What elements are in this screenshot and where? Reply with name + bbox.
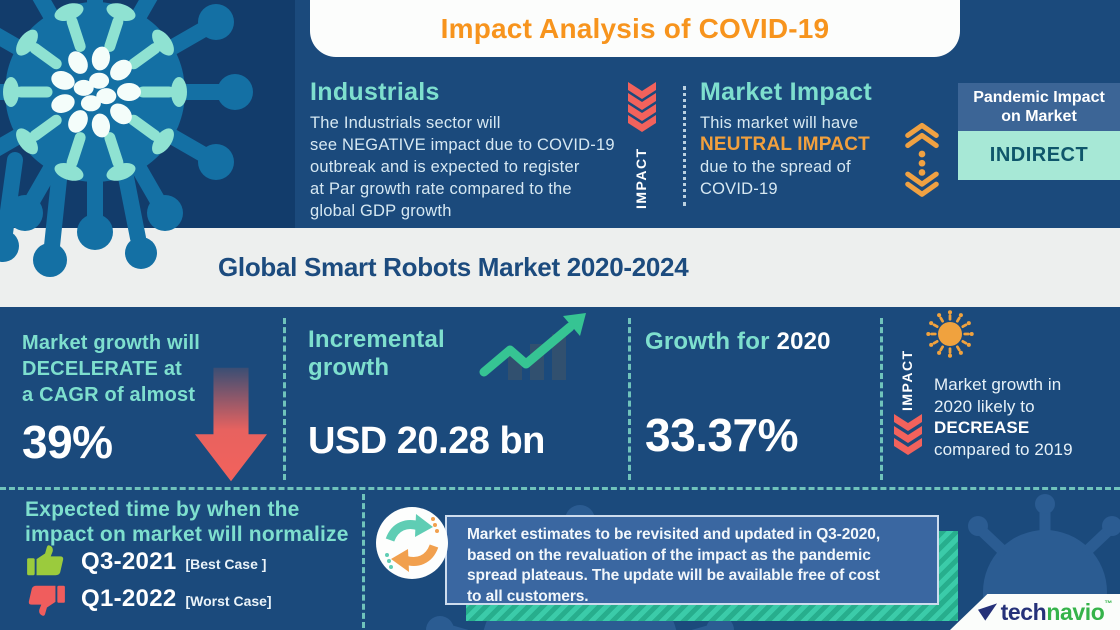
normalize-heading: Expected time by when the impact on mark…: [25, 497, 349, 547]
market-impact-heading: Market Impact: [700, 78, 873, 106]
growth-2020-heading: Growth for 2020: [645, 328, 831, 356]
normalize-heading-line: impact on market will normalize: [25, 523, 349, 546]
thumbs-down-icon: [28, 585, 65, 616]
industrials-heading: Industrials: [310, 78, 440, 106]
cagr-statement: Market growth will DECELERATE at a CAGR …: [22, 330, 200, 408]
down-chevrons-icon: [628, 82, 656, 132]
thumbs-up-icon: [27, 545, 64, 576]
impact-line: 2020 likely to: [934, 396, 1035, 416]
note-box: Market estimates to be revisited and upd…: [445, 515, 939, 605]
pandemic-box-title: Pandemic Impact: [973, 89, 1105, 106]
neutral-impact-highlight: NEUTRAL IMPACT: [700, 134, 870, 155]
note-line: Market estimates to be revisited and upd…: [467, 526, 881, 543]
refresh-icon: [376, 507, 448, 579]
incremental-growth-value: USD 20.28 bn: [308, 420, 545, 462]
down-arrow-icon: [195, 367, 267, 482]
impact-vertical-label: IMPACT: [899, 349, 915, 411]
down-chevrons-icon: [894, 414, 922, 455]
impact-line: compared to 2019: [934, 439, 1073, 459]
brand-part2: navio: [1046, 598, 1105, 625]
worst-case-value: Q1-2022: [81, 585, 177, 612]
technavio-banner: technavio™: [950, 594, 1120, 630]
impact-vertical-label: IMPACT: [633, 147, 649, 209]
brand-part1: tech: [1000, 598, 1047, 625]
best-case-row: Q3-2021 [Best Case ]: [27, 545, 266, 579]
growth-year: 2020: [776, 328, 831, 355]
note-line: spread plateaus. The update will be avai…: [467, 567, 880, 584]
dashed-divider: [628, 318, 631, 480]
growth-2020-value: 33.37%: [645, 409, 799, 461]
incremental-line: growth: [308, 354, 390, 381]
pandemic-box-title: on Market: [1001, 108, 1077, 125]
brand-tm: ™: [1104, 598, 1112, 608]
market-impact-line: due to the spread of: [700, 158, 851, 176]
technavio-wordmark: technavio™: [1000, 598, 1113, 626]
trend-up-icon: [479, 313, 586, 380]
impact-2020-statement: Market growth in 2020 likely to DECREASE…: [934, 374, 1119, 460]
neutral-indicator-icon: [905, 122, 939, 197]
industrials-line: see NEGATIVE impact due to COVID-19: [310, 136, 615, 154]
market-impact-line: COVID-19: [700, 180, 778, 198]
worst-case-row: Q1-2022 [Worst Case]: [27, 582, 272, 616]
indirect-value: INDIRECT: [989, 144, 1089, 166]
dashed-divider: [283, 318, 286, 480]
note-line: to all customers.: [467, 587, 589, 605]
cagr-line: a CAGR of almost: [22, 384, 196, 406]
dashed-divider-horizontal: [0, 487, 1120, 490]
coronavirus-illustration-icon: [0, 0, 253, 277]
dashed-divider: [880, 318, 883, 480]
dashed-divider: [362, 494, 365, 628]
industrials-line: global GDP growth: [310, 202, 452, 220]
pandemic-impact-value-box: INDIRECT: [958, 131, 1120, 180]
dotted-divider: [683, 86, 686, 206]
cagr-value: 39%: [22, 416, 113, 468]
pandemic-impact-box: Pandemic Impact on Market: [958, 83, 1120, 131]
market-impact-body: This market will have NEUTRAL IMPACT due…: [700, 112, 920, 200]
industrials-body: The Industrials sector will see NEGATIVE…: [310, 112, 640, 222]
market-impact-line: This market will have: [700, 114, 859, 132]
market-title: Global Smart Robots Market 2020-2024: [218, 252, 689, 282]
industrials-line: at Par growth rate compared to the: [310, 180, 572, 198]
impact-line: Market growth in: [934, 375, 1062, 394]
technavio-logo-icon: [977, 602, 997, 621]
worst-case-label: [Worst Case]: [185, 593, 272, 609]
growth-label: Growth for: [645, 328, 777, 355]
cagr-line: DECELERATE at: [22, 358, 183, 380]
cagr-line: Market growth will: [22, 332, 201, 354]
normalize-heading-line: Expected time by when the: [25, 498, 300, 521]
note-line: based on the revaluation of the impact a…: [467, 546, 871, 564]
incremental-line: Incremental: [308, 326, 445, 353]
decrease-highlight: DECREASE: [934, 418, 1030, 437]
incremental-growth-heading: Incremental growth: [308, 326, 445, 382]
best-case-label: [Best Case ]: [185, 556, 267, 572]
banner-title: Impact Analysis of COVID-19: [440, 12, 830, 44]
industrials-line: The Industrials sector will: [310, 114, 501, 132]
market-title-band: Global Smart Robots Market 2020-2024: [0, 228, 1120, 307]
top-banner: Impact Analysis of COVID-19: [310, 0, 960, 57]
industrials-line: outbreak and is expected to register: [310, 158, 580, 176]
virus-icon-orange: [926, 310, 974, 358]
best-case-value: Q3-2021: [81, 548, 177, 575]
